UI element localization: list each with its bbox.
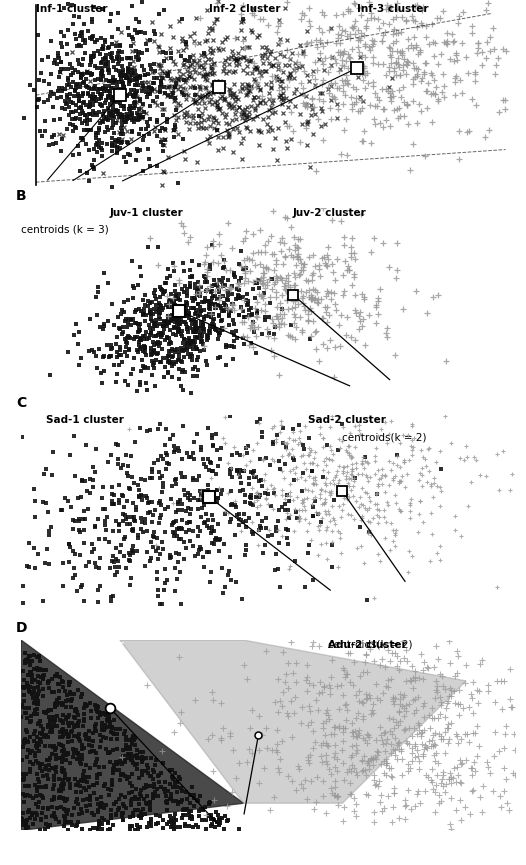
Text: Inf-1 cluster: Inf-1 cluster <box>36 4 107 14</box>
Text: adu-1 clsuter: adu-1 clsuter <box>46 640 124 650</box>
Polygon shape <box>120 640 466 804</box>
Text: C: C <box>16 396 26 410</box>
Text: Inf-3 cluster: Inf-3 cluster <box>357 4 429 14</box>
Text: Adu-2 cluster: Adu-2 cluster <box>328 640 406 650</box>
Polygon shape <box>21 640 244 830</box>
Text: Juv-2 cluster: Juv-2 cluster <box>293 208 367 218</box>
Text: centroids (k = 3): centroids (k = 3) <box>21 225 109 234</box>
Text: Inf-2 cluster: Inf-2 cluster <box>209 4 280 14</box>
Text: D: D <box>16 621 27 635</box>
Text: Sad-1 cluster: Sad-1 cluster <box>46 415 124 426</box>
Text: B: B <box>16 189 27 202</box>
Text: Juv-1 cluster: Juv-1 cluster <box>110 208 184 218</box>
Text: centroids(k = 2): centroids(k = 2) <box>328 640 412 650</box>
Text: Sad-2 cluster: Sad-2 cluster <box>308 415 386 426</box>
Text: centroids(k = 2): centroids(k = 2) <box>342 432 427 442</box>
